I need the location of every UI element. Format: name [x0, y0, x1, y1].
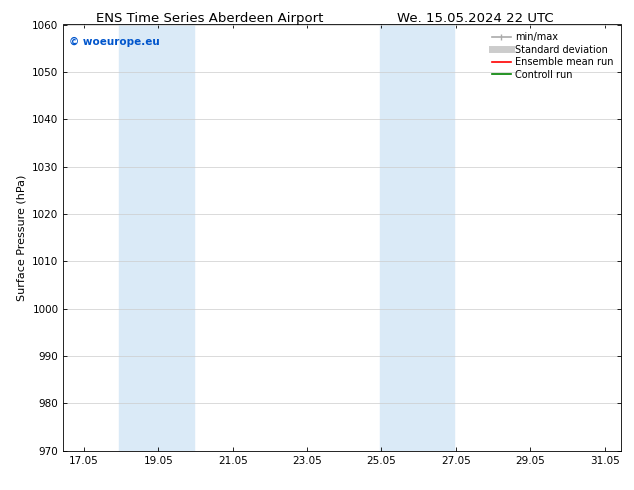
- Text: © woeurope.eu: © woeurope.eu: [69, 37, 160, 48]
- Text: ENS Time Series Aberdeen Airport: ENS Time Series Aberdeen Airport: [96, 12, 323, 25]
- Bar: [380, 24, 454, 451]
- Y-axis label: Surface Pressure (hPa): Surface Pressure (hPa): [16, 174, 27, 301]
- Bar: [119, 24, 193, 451]
- Legend: min/max, Standard deviation, Ensemble mean run, Controll run: min/max, Standard deviation, Ensemble me…: [489, 29, 616, 82]
- Text: We. 15.05.2024 22 UTC: We. 15.05.2024 22 UTC: [397, 12, 554, 25]
